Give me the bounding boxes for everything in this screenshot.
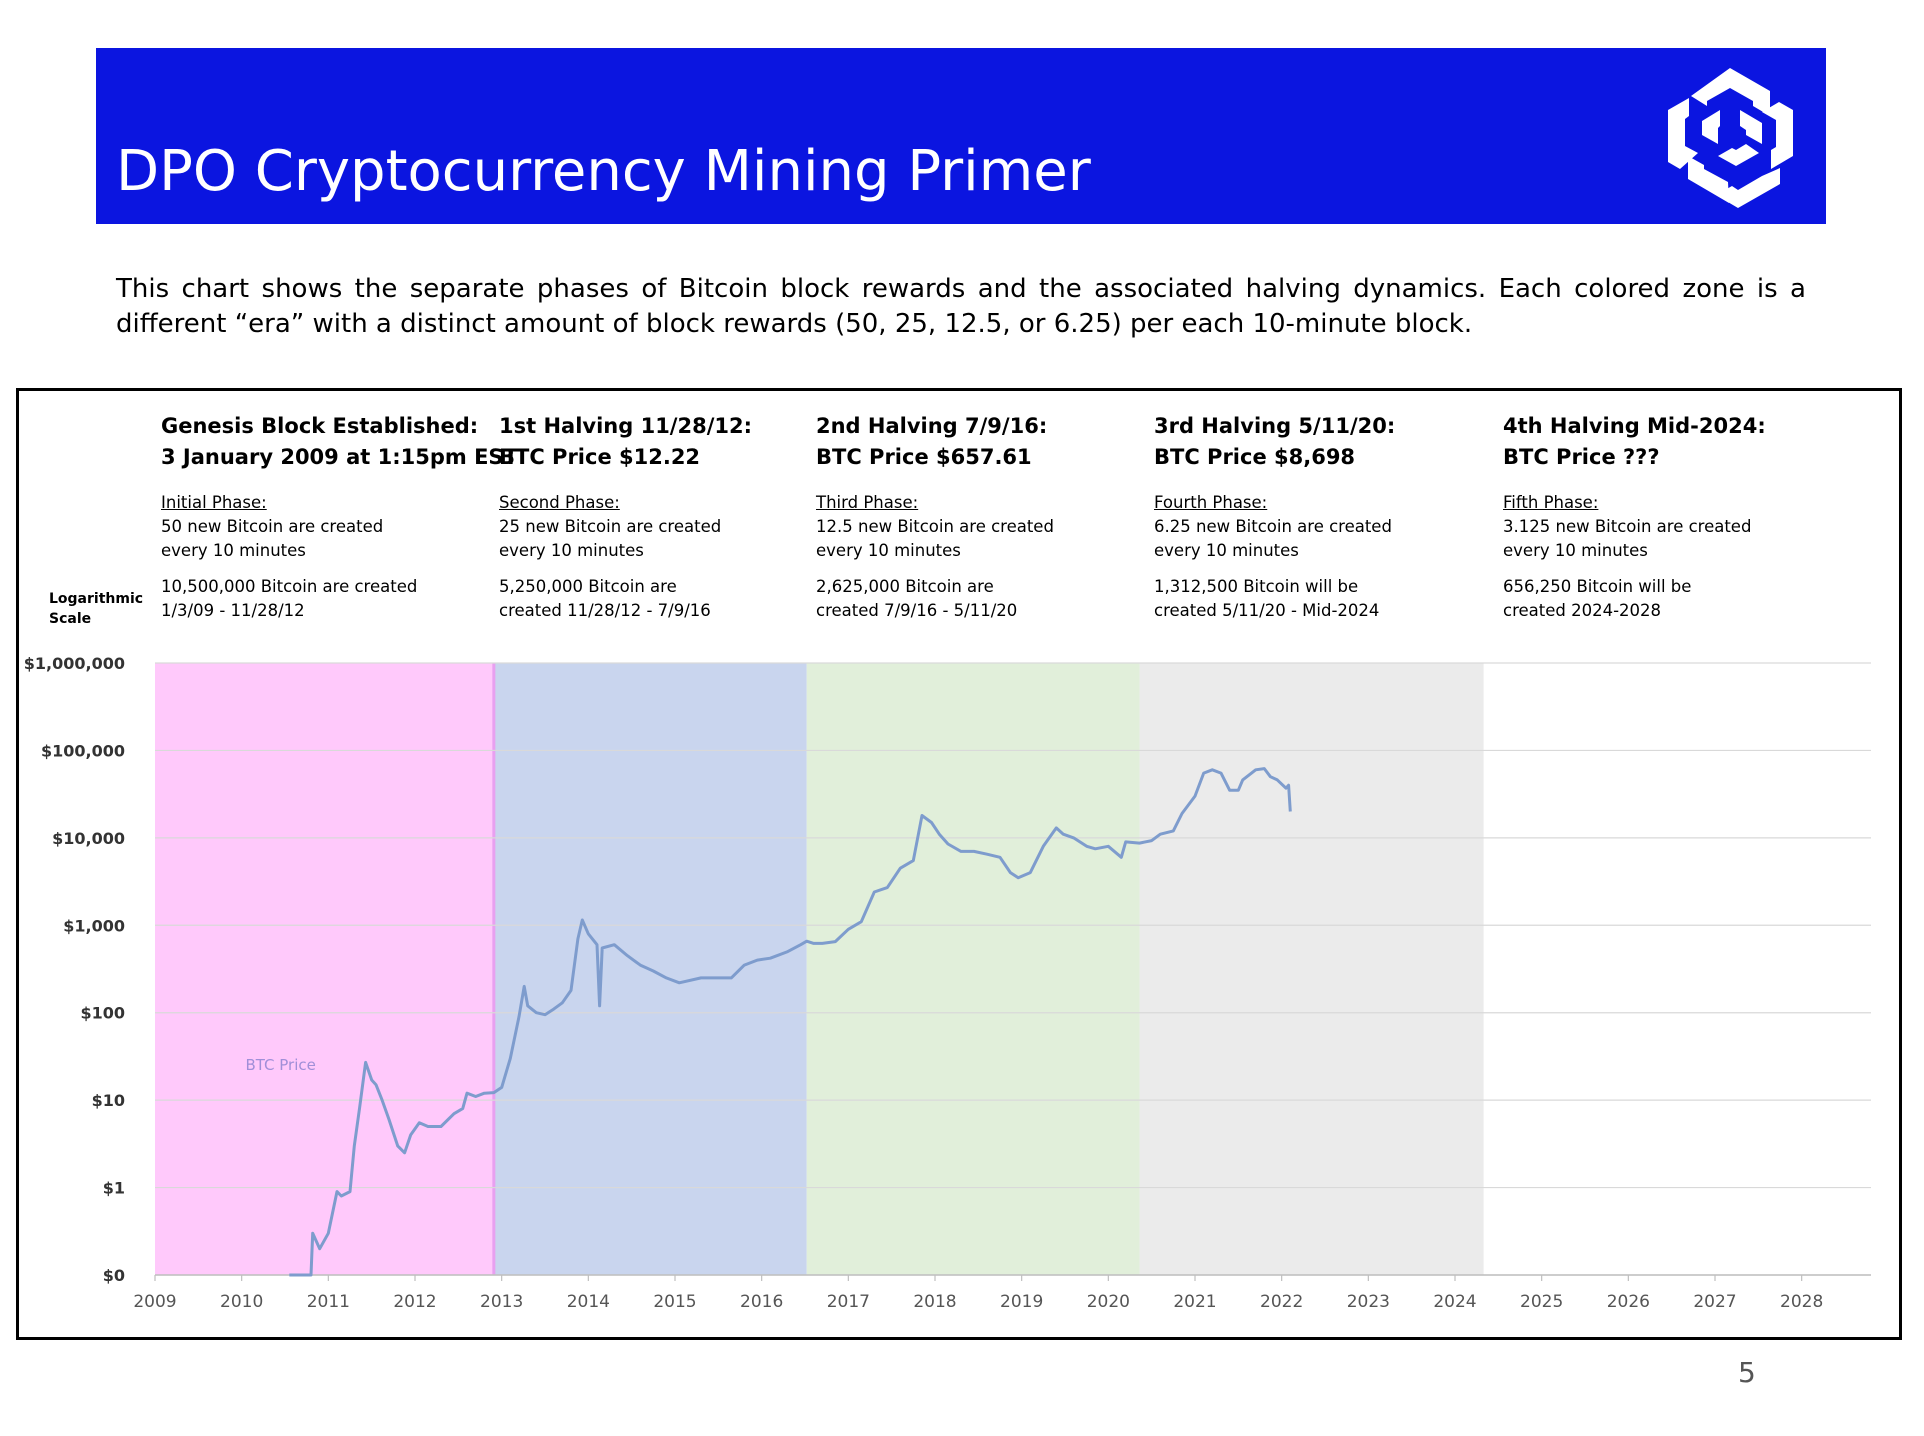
- phase-name: Fourth Phase:: [1154, 493, 1268, 512]
- phase-name: Initial Phase:: [161, 493, 267, 512]
- phase-reward: every 10 minutes: [499, 541, 644, 560]
- x-tick-label: 2015: [653, 1292, 696, 1312]
- y-tick-label: $1,000,000: [24, 654, 125, 673]
- phase-name: Second Phase:: [499, 493, 620, 512]
- phase-reward: every 10 minutes: [161, 541, 306, 560]
- phase-title: 2nd Halving 7/9/16:: [816, 414, 1048, 438]
- x-tick-label: 2026: [1607, 1292, 1650, 1312]
- phase-period: created 5/11/20 - Mid-2024: [1154, 601, 1380, 620]
- phase-block: 2nd Halving 7/9/16: BTC Price $657.61 Th…: [816, 411, 1146, 623]
- x-tick-label: 2027: [1693, 1292, 1736, 1312]
- x-tick-label: 2024: [1433, 1292, 1476, 1312]
- x-tick-label: 2021: [1173, 1292, 1216, 1312]
- phase-subtitle: BTC Price $657.61: [816, 445, 1032, 469]
- x-tick-label: 2025: [1520, 1292, 1563, 1312]
- btc-price-chart: $0 $1 $10 $100 $1,000 $10,000 $100,000 $1,000,0…: [24, 654, 1871, 1312]
- chart-frame: Logarithmic Scale Genesis Block Establis…: [16, 388, 1902, 1340]
- phase-period: created 11/28/12 - 7/9/16: [499, 601, 711, 620]
- x-tick-label: 2010: [220, 1292, 263, 1312]
- x-tick-label: 2009: [133, 1292, 176, 1312]
- phase-name: Fifth Phase:: [1503, 493, 1599, 512]
- phase-subtitle: BTC Price ???: [1503, 445, 1660, 469]
- phase-title: 3rd Halving 5/11/20:: [1154, 414, 1396, 438]
- era-zone: [1139, 663, 1484, 1275]
- phase-subtitle: BTC Price $12.22: [499, 445, 701, 469]
- phase-reward: every 10 minutes: [816, 541, 961, 560]
- page-title: DPO Cryptocurrency Mining Primer: [116, 139, 1091, 204]
- phase-reward: every 10 minutes: [1503, 541, 1648, 560]
- phase-total: 5,250,000 Bitcoin are: [499, 577, 677, 596]
- phase-reward: 3.125 new Bitcoin are created: [1503, 517, 1752, 536]
- x-tick-label: 2012: [393, 1292, 436, 1312]
- era-zone: [806, 663, 1140, 1275]
- y-tick-label: $100,000: [41, 741, 125, 760]
- y-tick-label: $1: [103, 1179, 125, 1198]
- phase-name: Third Phase:: [816, 493, 919, 512]
- page-number: 5: [1738, 1356, 1756, 1389]
- x-tick-label: 2019: [1000, 1292, 1043, 1312]
- x-tick-label: 2023: [1347, 1292, 1390, 1312]
- phase-subtitle: 3 January 2009 at 1:15pm EST: [161, 445, 518, 469]
- phase-block: Genesis Block Established: 3 January 200…: [161, 411, 518, 623]
- era-zone: [155, 663, 494, 1275]
- chart-description: This chart shows the separate phases of …: [116, 274, 1806, 339]
- dpo-logo-icon: [1668, 68, 1793, 208]
- x-tick-label: 2022: [1260, 1292, 1303, 1312]
- phase-total: 2,625,000 Bitcoin are: [816, 577, 994, 596]
- phase-block: 3rd Halving 5/11/20: BTC Price $8,698 Fo…: [1154, 411, 1484, 623]
- x-tick-label: 2016: [740, 1292, 783, 1312]
- phase-period: created 7/9/16 - 5/11/20: [816, 601, 1018, 620]
- phase-reward: 50 new Bitcoin are created: [161, 517, 384, 536]
- y-tick-label: $0: [103, 1266, 125, 1285]
- phase-title: 1st Halving 11/28/12:: [499, 414, 752, 438]
- phase-reward: 25 new Bitcoin are created: [499, 517, 722, 536]
- x-tick-label: 2020: [1087, 1292, 1130, 1312]
- phase-total: 1,312,500 Bitcoin will be: [1154, 577, 1359, 596]
- phase-reward: 12.5 new Bitcoin are created: [816, 517, 1054, 536]
- y-tick-label: $10,000: [52, 829, 125, 848]
- phase-block: 4th Halving Mid-2024: BTC Price ??? Fift…: [1503, 411, 1833, 623]
- phase-period: created 2024-2028: [1503, 601, 1662, 620]
- x-tick-label: 2017: [827, 1292, 870, 1312]
- series-label: BTC Price: [245, 1056, 315, 1074]
- scale-label: Logarithmic Scale: [49, 591, 144, 627]
- phase-total: 10,500,000 Bitcoin are created: [161, 577, 418, 596]
- y-tick-label: $10: [92, 1091, 125, 1110]
- phase-title: 4th Halving Mid-2024:: [1503, 414, 1766, 438]
- phase-block: 1st Halving 11/28/12: BTC Price $12.22 S…: [499, 411, 829, 623]
- y-tick-label: $100: [80, 1004, 125, 1023]
- x-tick-label: 2014: [567, 1292, 610, 1312]
- x-tick-label: 2028: [1780, 1292, 1823, 1312]
- phase-period: 1/3/09 - 11/28/12: [161, 601, 305, 620]
- phase-subtitle: BTC Price $8,698: [1154, 445, 1356, 469]
- x-tick-label: 2013: [480, 1292, 523, 1312]
- y-tick-label: $1,000: [63, 916, 125, 935]
- x-tick-label: 2011: [307, 1292, 350, 1312]
- phase-reward: 6.25 new Bitcoin are created: [1154, 517, 1392, 536]
- phase-title: Genesis Block Established:: [161, 414, 479, 438]
- phase-reward: every 10 minutes: [1154, 541, 1299, 560]
- title-banner: DPO Cryptocurrency Mining Primer: [96, 48, 1826, 224]
- phase-total: 656,250 Bitcoin will be: [1503, 577, 1692, 596]
- btc-price-line: [289, 767, 1292, 1277]
- x-tick-label: 2018: [913, 1292, 956, 1312]
